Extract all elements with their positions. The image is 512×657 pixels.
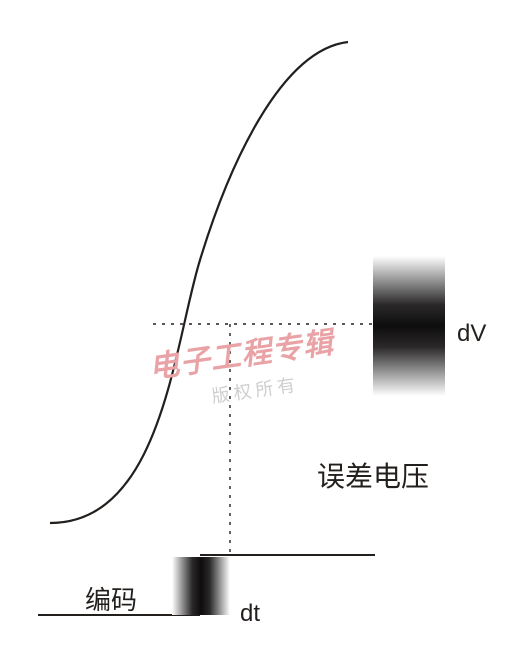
dt-band <box>172 557 230 615</box>
diagram-svg <box>0 0 512 657</box>
dv-label: dV <box>457 320 486 348</box>
dv-band <box>373 256 445 396</box>
encode-label: 编码 <box>85 580 137 617</box>
error-voltage-label: 误差电压 <box>317 455 429 495</box>
dt-label: dt <box>240 600 260 628</box>
s-curve <box>50 42 348 523</box>
